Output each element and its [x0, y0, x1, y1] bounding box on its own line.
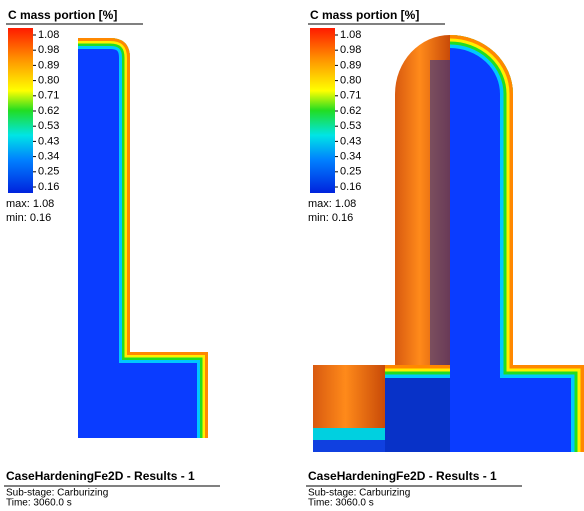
colorbar-label: 0.43	[38, 135, 59, 147]
result-left	[78, 38, 208, 438]
colorbar-label: 0.71	[38, 90, 59, 102]
colorbar-label: 0.80	[38, 75, 59, 87]
colorbar-label: 0.53	[38, 120, 59, 132]
colorbar-label: 0.53	[340, 120, 361, 132]
colorbar-label: 0.16	[38, 181, 59, 193]
colorbar-label: 0.43	[340, 135, 361, 147]
max-label: max: 1.08	[308, 198, 356, 210]
max-label: max: 1.08	[6, 198, 54, 210]
footer-title: CaseHardeningFe2D - Results - 1	[308, 469, 497, 483]
colorbar-label: 0.89	[38, 59, 59, 71]
colorbar-label: 0.62	[38, 105, 59, 117]
colorbar	[8, 28, 33, 193]
colorbar-label: 0.62	[340, 105, 361, 117]
colorbar-label: 0.25	[340, 166, 361, 178]
legend-title: C mass portion [%]	[310, 8, 419, 22]
footer-title: CaseHardeningFe2D - Results - 1	[6, 469, 195, 483]
min-label: min: 0.16	[308, 212, 353, 224]
colorbar-label: 1.08	[340, 29, 361, 41]
colorbar-label: 0.34	[38, 151, 59, 163]
colorbar-label: 0.34	[340, 151, 361, 163]
time: Time: 3060.0 s	[308, 498, 374, 509]
colorbar-label: 0.98	[340, 44, 361, 56]
colorbar-label: 1.08	[38, 29, 59, 41]
colorbar-label: 0.80	[340, 75, 361, 87]
colorbar-label: 0.71	[340, 90, 361, 102]
time: Time: 3060.0 s	[6, 498, 72, 509]
legend-title: C mass portion [%]	[8, 8, 117, 22]
colorbar-label: 0.98	[38, 44, 59, 56]
colorbar-label: 0.89	[340, 59, 361, 71]
colorbar	[310, 28, 335, 193]
colorbar-label: 0.16	[340, 181, 361, 193]
min-label: min: 0.16	[6, 212, 51, 224]
screenshot: C mass portion [%] 1.08 0.98 0.89 0.80 0.71 0.…	[0, 0, 584, 511]
colorbar-label: 0.25	[38, 166, 59, 178]
